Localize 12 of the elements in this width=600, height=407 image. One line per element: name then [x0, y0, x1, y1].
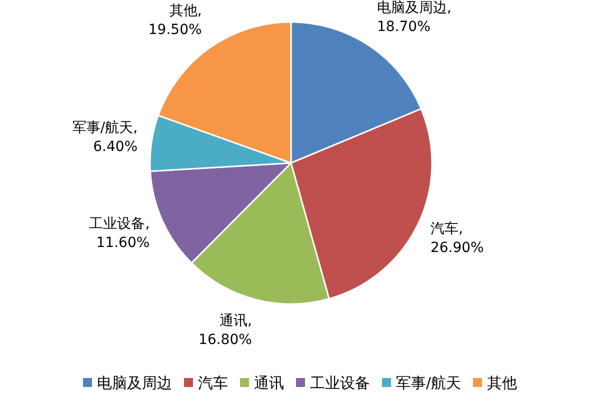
data-label: 汽车, 26.90% [430, 220, 485, 258]
legend-label: 军事/航天 [394, 374, 462, 393]
data-label: 通讯, 16.80% [198, 312, 252, 350]
data-label: 电脑及周边, 18.70% [376, 0, 452, 38]
data-label: 军事/航天, 6.40% [71, 119, 138, 158]
legend-label: 工业设备 [308, 374, 370, 393]
legend-label: 汽车 [196, 374, 228, 393]
legend-label: 电脑及周边 [96, 374, 172, 393]
data-label: 其他, 19.50% [147, 2, 202, 40]
legend-label: 通讯 [252, 374, 284, 393]
legend-label: 其他 [486, 374, 518, 393]
data-label: 工业设备, 11.60% [88, 215, 150, 254]
